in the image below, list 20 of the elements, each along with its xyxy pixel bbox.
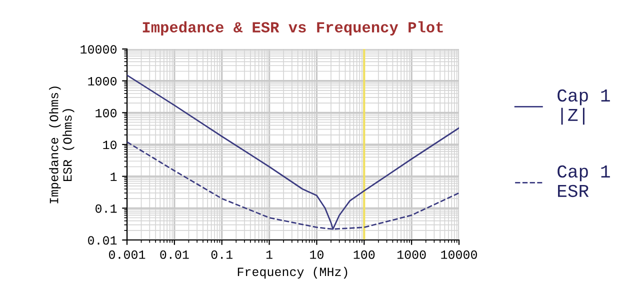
y-tick-label: 1000	[88, 77, 117, 86]
y-tick-label: 10000	[80, 45, 117, 54]
x-tick-label: 1000	[397, 250, 426, 259]
y-tick-label: 10	[103, 140, 117, 150]
chart-title: Impedance & ESR vs Frequency Plot	[142, 21, 443, 36]
x-tick-label: 0.001	[109, 250, 146, 259]
y-axis-title: Impedance (Ohms) ESR (Ohms)	[49, 86, 74, 204]
x-tick-label: 1	[266, 250, 272, 259]
x-tick-label: 0.1	[211, 250, 233, 259]
x-tick-label: 100	[354, 250, 375, 259]
legend-label: Cap 1 ESR	[558, 165, 610, 198]
y-tick-label: 100	[96, 108, 117, 118]
y-tick-label: 0.1	[96, 204, 117, 213]
x-tick-label: 10	[310, 250, 324, 259]
x-tick-label: 10000	[441, 250, 477, 259]
y-tick-label: 1	[110, 172, 117, 181]
legend-label: Cap 1 |Z|	[558, 89, 610, 125]
x-tick-label: 0.01	[160, 250, 189, 259]
y-tick-label: 0.01	[88, 236, 117, 245]
x-axis-title: Frequency (MHz)	[238, 266, 348, 279]
